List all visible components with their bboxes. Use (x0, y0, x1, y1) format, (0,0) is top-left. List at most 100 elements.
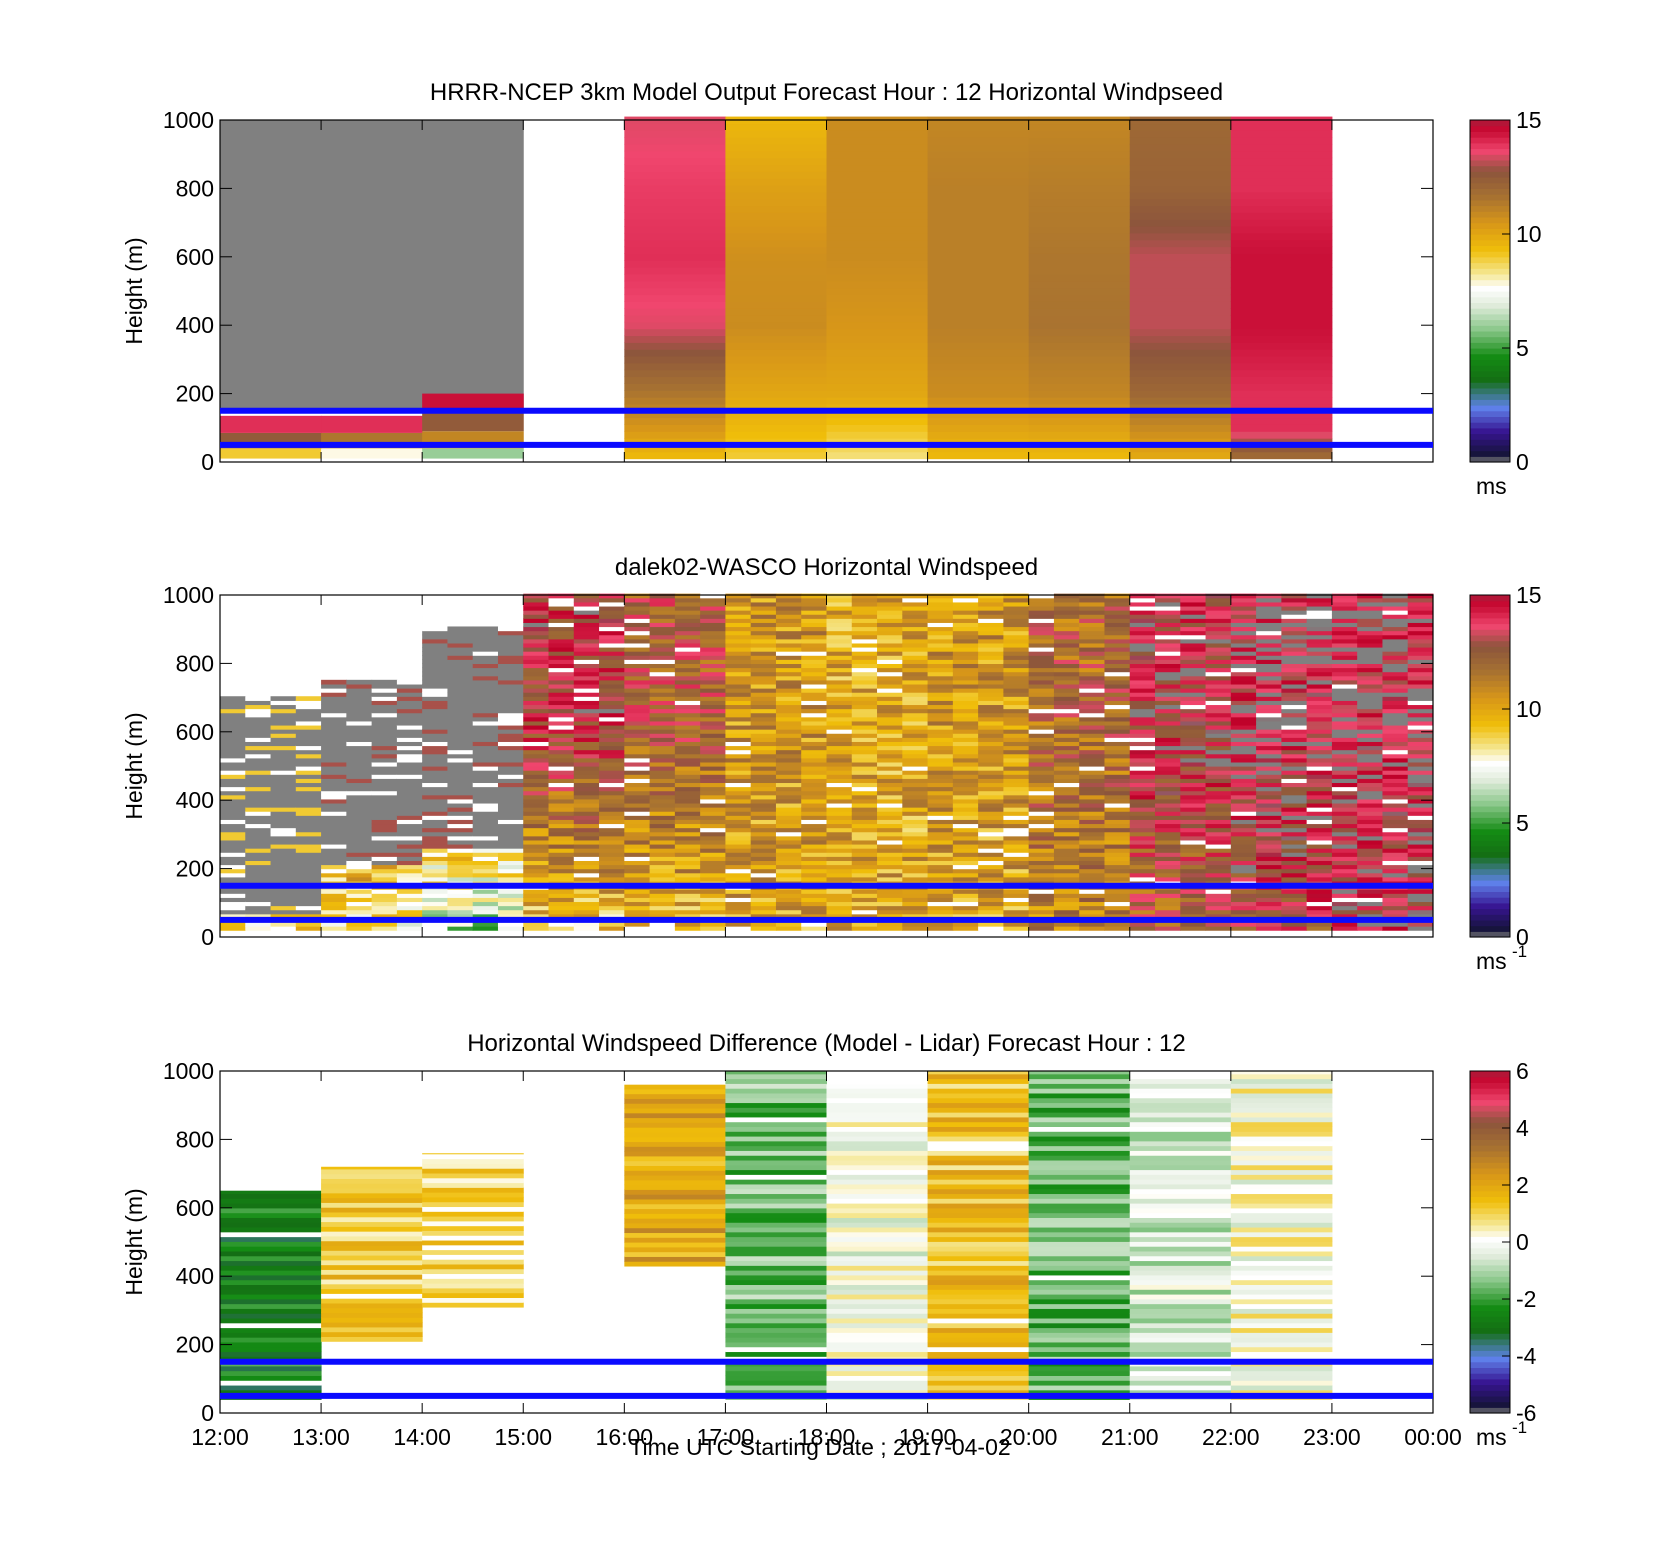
heat-cell (1003, 597, 1030, 603)
heat-cell (346, 811, 373, 816)
heat-cell (321, 1312, 423, 1318)
heat-cell (1281, 601, 1308, 607)
heat-cell (1256, 897, 1282, 903)
heat-cell (624, 287, 726, 296)
heat-cell (725, 328, 827, 337)
heat-cell (1028, 1265, 1131, 1271)
heat-cell (472, 733, 499, 738)
heat-cell (497, 630, 524, 636)
heat-cell (978, 926, 1004, 931)
heat-cell (523, 700, 550, 706)
heat-cell (1331, 868, 1358, 874)
heat-cell (599, 901, 625, 907)
heat-cell (927, 688, 954, 693)
heat-cell (1003, 835, 1030, 841)
heat-cell (624, 369, 726, 378)
heat-cell (851, 802, 878, 808)
heat-cell (700, 770, 726, 775)
heat-cell (1155, 634, 1181, 640)
heat-cell (295, 876, 322, 882)
heat-cell (472, 663, 499, 669)
heat-cell (220, 827, 246, 833)
heat-cell (750, 794, 777, 800)
heat-cell (548, 770, 575, 775)
heat-cell (1053, 757, 1080, 763)
heat-cell (851, 671, 878, 677)
heat-cell (220, 1207, 322, 1214)
heat-cell (573, 634, 600, 640)
heat-cell (573, 683, 600, 689)
heat-cell (1028, 893, 1055, 898)
heat-cell (927, 868, 954, 874)
heat-cell (1180, 913, 1207, 919)
heat-cell (624, 1165, 726, 1171)
heat-cell (220, 864, 246, 870)
heat-cell (599, 757, 625, 763)
heat-cell (422, 696, 448, 701)
heat-cell (826, 1255, 929, 1262)
heat-cell (649, 766, 676, 771)
heat-cell (497, 852, 524, 857)
heat-cell (1129, 1102, 1232, 1108)
heat-cell (1155, 811, 1181, 816)
heat-cell (321, 1278, 423, 1285)
heat-cell (1256, 835, 1282, 841)
heat-cell (1230, 700, 1257, 706)
heat-cell (295, 757, 322, 763)
heat-cell (573, 786, 600, 792)
heat-cell (826, 1097, 929, 1104)
heat-cell (447, 659, 474, 664)
heat-cell (851, 597, 878, 603)
heat-cell (1230, 622, 1257, 628)
heat-cell (245, 819, 272, 825)
heat-cell (396, 733, 423, 738)
heat-cell (725, 1116, 827, 1123)
heat-cell (750, 827, 777, 833)
heat-cell (346, 679, 373, 685)
heat-cell (1357, 819, 1383, 825)
heat-cell (447, 716, 474, 722)
heat-cell (725, 1332, 827, 1338)
heat-cell (674, 749, 701, 755)
heat-cell (523, 716, 550, 722)
heat-cell (978, 638, 1004, 644)
heat-cell (775, 921, 802, 927)
heat-cell (1028, 1097, 1131, 1104)
heat-cell (1079, 897, 1105, 903)
heat-cell (826, 273, 929, 282)
heat-cell (927, 205, 1030, 213)
heat-cell (1129, 807, 1156, 812)
heat-cell (725, 1150, 827, 1156)
heat-cell (295, 745, 322, 751)
heat-cell (1079, 872, 1105, 878)
heat-cell (1407, 802, 1434, 808)
heat-cell (826, 1179, 929, 1185)
heat-cell (1331, 597, 1358, 603)
heat-cell (801, 761, 827, 767)
heat-cell (1306, 835, 1333, 841)
heat-cell (1053, 802, 1080, 808)
heat-cell (1003, 634, 1030, 640)
heat-cell (1331, 835, 1358, 841)
heat-cell (649, 856, 676, 861)
heat-cell (826, 1303, 929, 1309)
heat-cell (1079, 921, 1105, 927)
heat-cell (927, 1332, 1030, 1338)
heat-cell (725, 397, 827, 405)
heat-cell (1281, 848, 1308, 853)
heat-cell (725, 605, 752, 611)
heat-cell (447, 720, 474, 726)
heat-cell (220, 1222, 322, 1228)
heat-cell (978, 724, 1004, 730)
heat-cell (826, 610, 853, 615)
heat-cell (1382, 622, 1409, 628)
heat-cell (472, 716, 499, 722)
heat-cell (270, 868, 297, 874)
heat-cell (952, 659, 979, 664)
heat-cell (877, 663, 903, 669)
heat-cell (523, 667, 550, 673)
heat-cell (826, 1222, 929, 1228)
heat-cell (321, 1187, 423, 1194)
heat-cell (927, 790, 954, 796)
heat-cell (472, 634, 499, 640)
